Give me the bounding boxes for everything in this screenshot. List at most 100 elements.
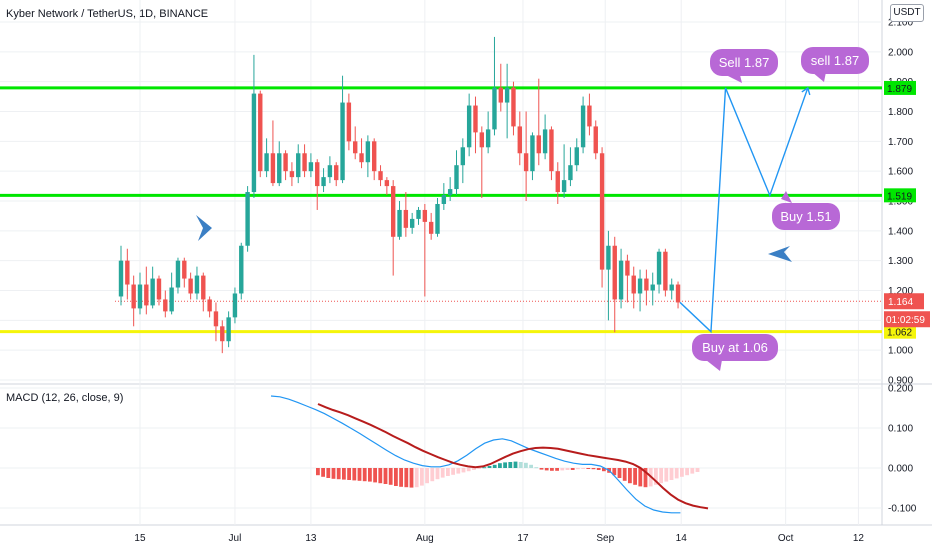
macd-hist-bar: [383, 468, 388, 484]
candle-body: [118, 260, 124, 297]
candle-body: [245, 192, 250, 246]
macd-hist-bar: [576, 468, 580, 470]
signal-line: [317, 403, 709, 510]
candle-body: [517, 126, 522, 154]
time-tick-label: Aug: [416, 533, 434, 544]
candle-body: [283, 153, 288, 172]
macd-hist-bar: [534, 467, 539, 469]
candle-body: [144, 284, 149, 306]
candle-body: [302, 153, 307, 172]
candle-body: [334, 165, 339, 181]
price-tick-label: 1.300: [888, 256, 913, 267]
macd-hist-bar: [518, 462, 523, 468]
macd-tick-label: 0.100: [888, 424, 913, 435]
candle-body: [372, 141, 377, 172]
macd-hist-bar: [664, 468, 669, 482]
macd-hist-bar: [373, 468, 377, 483]
macd-hist-bar: [466, 468, 471, 472]
candle-body: [359, 153, 364, 163]
level-tag-1: [884, 80, 916, 95]
price-tick-label: 1.700: [888, 137, 913, 148]
candle-body: [669, 284, 674, 291]
macd-hist-bar: [404, 468, 409, 488]
macd-hist-bar: [669, 468, 674, 480]
candle-body: [175, 260, 181, 288]
macd-hist-bar: [420, 468, 424, 486]
macd-hist-bar: [622, 468, 627, 481]
candle-body: [466, 105, 472, 148]
macd-hist-bar: [581, 468, 585, 469]
callout-tail: [726, 75, 742, 83]
candle-body: [485, 129, 491, 148]
countdown-tag: [884, 311, 930, 328]
candle-body: [479, 132, 485, 148]
time-tick-label: Jul: [229, 533, 242, 544]
candle-body: [650, 284, 655, 291]
macd-hist-bar: [628, 468, 632, 484]
macd-hist-bar: [342, 468, 346, 480]
candle-body: [644, 278, 649, 291]
macd-hist-bar: [357, 468, 362, 481]
price-tick-label: 1.200: [888, 286, 913, 297]
macd-hist-bar: [555, 468, 559, 471]
callout-tail: [812, 72, 826, 82]
candle-body: [536, 135, 541, 154]
candle-body: [207, 299, 212, 312]
currency-badge[interactable]: USDT: [890, 4, 924, 22]
candle-body: [675, 284, 681, 303]
candle-body: [587, 105, 592, 127]
macd-hist-bar: [378, 468, 383, 484]
macd-hist-bar: [596, 468, 601, 470]
macd-hist-bar: [331, 468, 336, 479]
macd-hist-bar: [570, 468, 575, 470]
candle-body: [498, 87, 503, 103]
macd-hist-bar: [565, 468, 570, 470]
macd-hist-bar: [513, 461, 518, 468]
macd-hist-bar: [394, 468, 398, 486]
macd-hist-bar: [487, 466, 492, 468]
macd-hist-bar: [654, 468, 658, 485]
callout-label: Buy 1.51: [780, 209, 831, 224]
time-tick-label: 17: [517, 533, 529, 544]
macd-hist-bar: [388, 468, 393, 485]
candle-body: [561, 180, 567, 193]
price-tick-label: 1.600: [888, 167, 913, 178]
callout-tail: [781, 191, 792, 203]
macd-hist-bar: [591, 468, 596, 470]
chevron-right-icon: [196, 215, 212, 241]
callout-bubble: [772, 203, 840, 230]
callout-bubble: [710, 49, 778, 76]
macd-hist-bar: [316, 468, 320, 476]
callout-label: Sell 1.87: [719, 55, 770, 70]
macd-hist-bar: [550, 468, 554, 471]
level-tag-label-1: 1.879: [887, 84, 912, 95]
macd-hist-bar: [461, 468, 466, 473]
candle-body: [169, 287, 174, 312]
level-tag-2: [884, 188, 916, 203]
grid-lines: [0, 0, 882, 525]
projection-arrowhead: [801, 86, 811, 96]
callout-label: sell 1.87: [811, 53, 859, 68]
price-tick-label: 1.000: [888, 346, 913, 357]
price-tick-label: 2.000: [888, 47, 913, 58]
chart-title: Kyber Network / TetherUS, 1D, BINANCE: [6, 8, 209, 20]
candle-body: [264, 153, 269, 172]
macd-hist-bar: [440, 468, 445, 478]
macd-hist-bar: [347, 468, 351, 480]
candle-body: [637, 278, 643, 294]
candle-body: [492, 87, 497, 130]
candle-body: [258, 93, 263, 172]
candle-body: [353, 141, 358, 154]
callout-bubble: [801, 47, 869, 74]
candle-body: [384, 180, 390, 187]
candle-body: [606, 245, 611, 270]
candle-body: [213, 311, 219, 327]
candle-body: [447, 189, 453, 196]
time-tick-label: 14: [676, 533, 688, 544]
macd-hist-bar: [477, 468, 481, 469]
candle-body: [631, 275, 636, 294]
macd-hist-bar: [352, 468, 357, 481]
candle-body: [625, 260, 630, 276]
